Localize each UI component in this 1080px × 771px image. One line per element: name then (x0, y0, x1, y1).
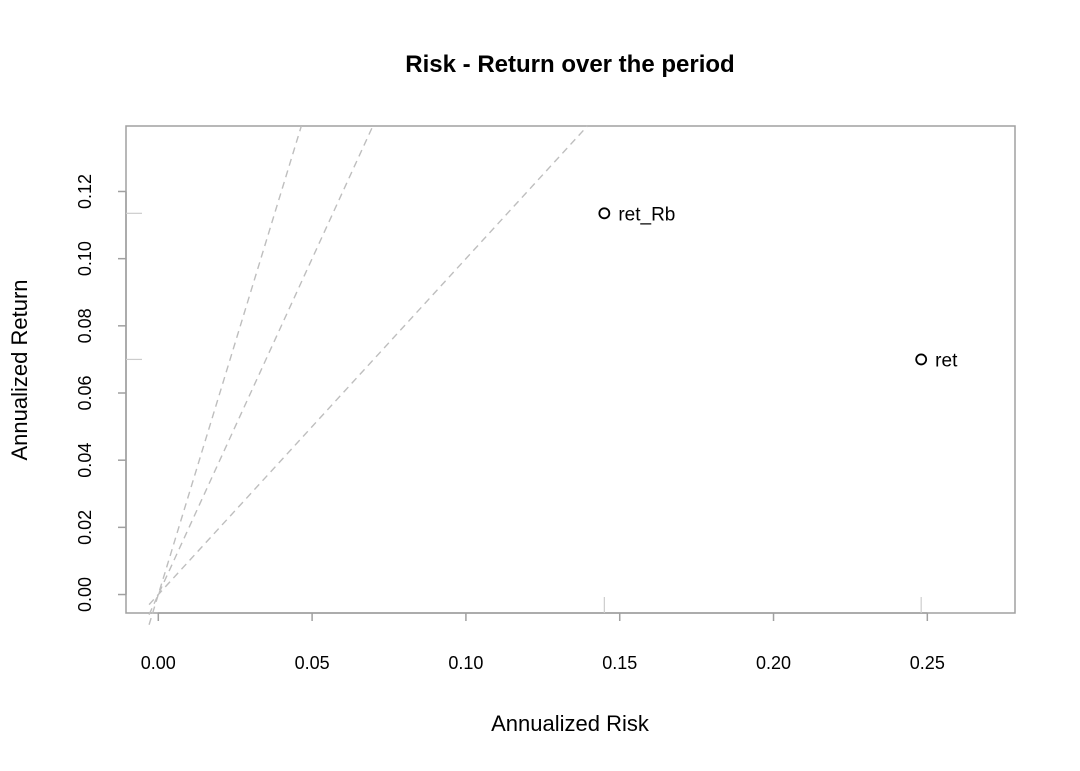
x-axis-label: Annualized Risk (491, 711, 650, 736)
x-tick-label: 0.05 (295, 653, 330, 673)
x-tick-label: 0.20 (756, 653, 791, 673)
y-axis-label: Annualized Return (7, 279, 32, 460)
data-point (915, 353, 928, 366)
y-axis: 0.00 0.02 0.04 0.06 0.08 0.10 0.12 (75, 174, 127, 612)
y-tick-label: 0.00 (75, 577, 95, 612)
reference-line-3 (148, 125, 588, 606)
y-tick-label: 0.12 (75, 174, 95, 209)
data-point-label: ret (935, 350, 958, 371)
y-tick-label: 0.04 (75, 443, 95, 478)
data-point (598, 207, 611, 220)
x-tick-label: 0.25 (910, 653, 945, 673)
reference-line-1 (148, 125, 303, 625)
x-axis: 0.00 0.05 0.10 0.15 0.20 0.25 (141, 612, 945, 673)
reference-lines (148, 125, 588, 625)
x-tick-label: 0.00 (141, 653, 176, 673)
y-tick-label: 0.02 (75, 510, 95, 545)
x-tick-label: 0.10 (448, 653, 483, 673)
y-tick-label: 0.08 (75, 308, 95, 343)
data-point-label: ret_Rb (618, 204, 675, 225)
plot-area-frame (125, 125, 1016, 614)
chart-title: Risk - Return over the period (405, 51, 734, 78)
reference-line-2 (148, 125, 374, 615)
y-tick-label: 0.10 (75, 241, 95, 276)
x-tick-label: 0.15 (602, 653, 637, 673)
y-tick-label: 0.06 (75, 375, 95, 410)
